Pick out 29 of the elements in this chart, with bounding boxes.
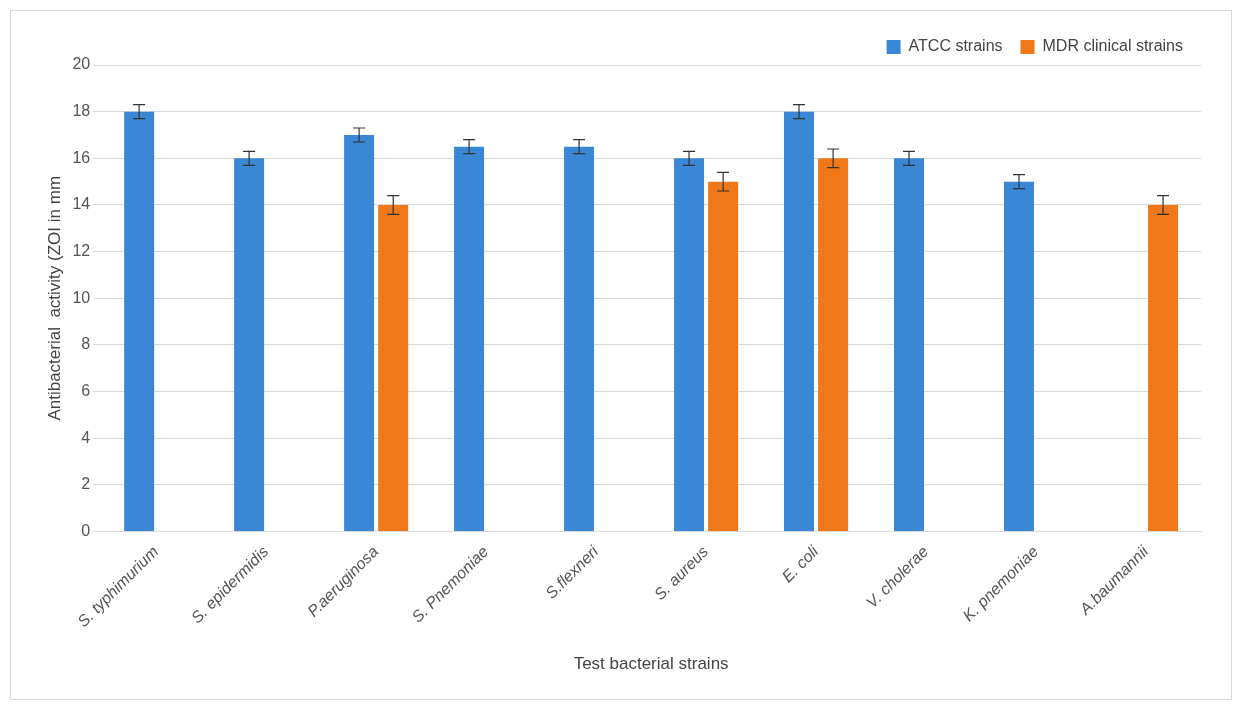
bar xyxy=(564,146,595,532)
legend-label: MDR clinical strains xyxy=(1042,37,1183,55)
bar xyxy=(454,146,485,532)
x-tick-label: E. coli xyxy=(778,542,822,586)
bar xyxy=(818,158,849,532)
bar xyxy=(1003,181,1034,532)
bar xyxy=(234,158,265,532)
y-tick-label: 4 xyxy=(81,428,91,446)
x-axis-title: Test bacterial strains xyxy=(573,654,729,674)
y-tick-label: 2 xyxy=(81,475,91,493)
y-tick-label: 0 xyxy=(81,521,91,539)
y-tick-label: 12 xyxy=(72,242,91,260)
y-tick-label: 14 xyxy=(72,195,91,213)
bar xyxy=(784,111,815,532)
y-axis-title: Antibacterial activity (ZOI in mm xyxy=(44,175,64,421)
bar xyxy=(378,204,409,532)
y-tick-label: 6 xyxy=(81,382,91,400)
bar xyxy=(124,111,155,532)
y-tick-label: 16 xyxy=(72,148,91,166)
y-tick-label: 8 xyxy=(81,335,91,353)
y-tick-label: 10 xyxy=(72,288,91,306)
legend-label: ATCC strains xyxy=(908,37,1003,55)
bar xyxy=(1148,204,1179,532)
y-tick-label: 20 xyxy=(72,55,91,73)
y-tick-label: 18 xyxy=(72,102,91,120)
bar xyxy=(674,158,705,532)
bar xyxy=(708,181,739,532)
bar xyxy=(894,158,924,532)
bar xyxy=(344,134,375,532)
